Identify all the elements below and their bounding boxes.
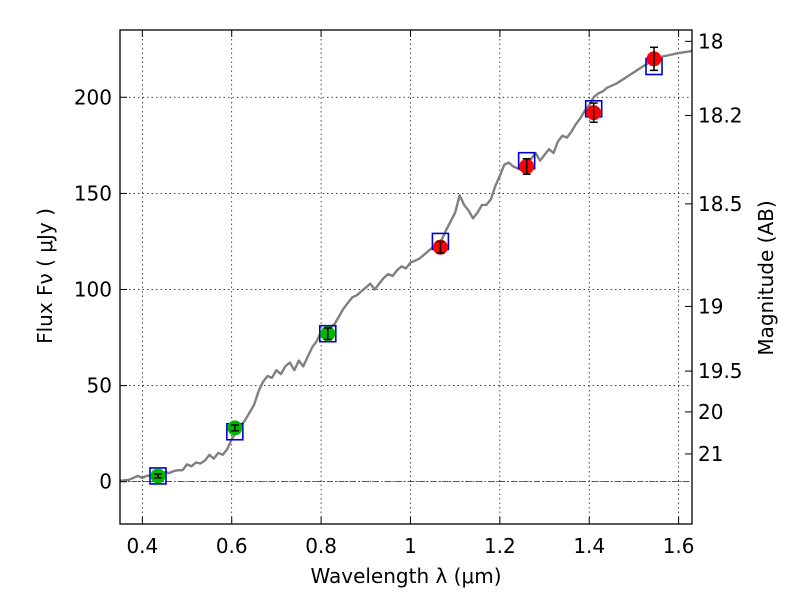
model-square-0 [149, 467, 167, 485]
plot-frame [119, 29, 693, 525]
x-tick-label-4: 1.2 [484, 534, 516, 558]
axis-ticks: 0.4 0.6 0.8 1 1.2 1.4 1.6 0 50 100 150 200 18 18.2 18.… [74, 29, 743, 558]
x-tick-label-2: 0.8 [305, 534, 337, 558]
photometry-series [149, 46, 663, 485]
y-tick-label-4: 200 [74, 85, 112, 109]
y-tick-label-1: 50 [87, 374, 112, 398]
x-axis-label: Wavelength λ (μm) [310, 564, 501, 588]
y-tick-label-2: 100 [74, 277, 112, 301]
y2-tick-label-4: 19.5 [698, 359, 743, 383]
x-tick-label-3: 1 [404, 534, 417, 558]
y2-tick-label-3: 19 [698, 294, 723, 318]
y-axis-label: Flux Fν ( μJy ) [33, 208, 57, 344]
model-square-2 [318, 324, 337, 343]
x-tick-label-0: 0.4 [126, 534, 158, 558]
y2-tick-label-2: 18.5 [698, 192, 743, 216]
x-tick-label-5: 1.4 [573, 534, 605, 558]
y-tick-label-3: 150 [74, 181, 112, 205]
spectrum-series [119, 49, 693, 482]
y2-axis-label: Magnitude (AB) [754, 200, 778, 355]
x-tick-label-1: 0.6 [216, 534, 248, 558]
y-tick-label-0: 0 [99, 470, 112, 494]
x-tick-label-6: 1.6 [663, 534, 695, 558]
y2-tick-label-1: 18.2 [698, 103, 743, 127]
y2-tick-label-6: 21 [698, 442, 723, 466]
y2-tick-label-0: 18 [698, 29, 723, 53]
spectrum-line [119, 49, 693, 482]
y2-tick-label-5: 20 [698, 400, 723, 424]
